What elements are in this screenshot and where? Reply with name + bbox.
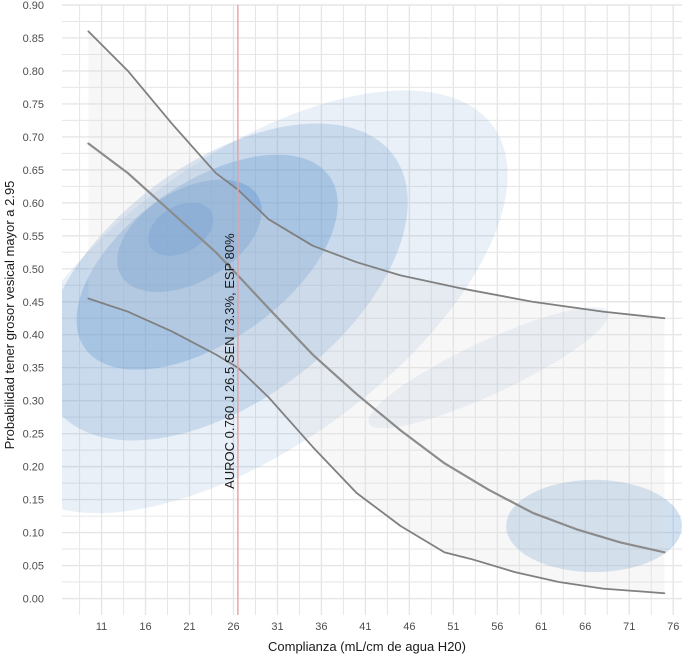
series-line-fitted	[87, 142, 666, 554]
x-tick-label: 31	[271, 621, 283, 633]
x-tick-label: 16	[139, 621, 151, 633]
y-axis-title: Probabilidad tener grosor vesical mayor …	[2, 181, 17, 450]
density-contour	[148, 202, 214, 256]
y-tick-label: 0.10	[23, 528, 44, 540]
y-tick-label: 0.20	[23, 462, 44, 474]
x-tick-label: 71	[623, 621, 635, 633]
density-contour	[62, 90, 508, 514]
density-contours	[62, 90, 682, 573]
series-line-lower-ci	[87, 297, 666, 595]
x-tick-label: 46	[403, 621, 415, 633]
y-axis-ticks: 0.00 0.05 0.10 0.15 0.20 0.25 0.30 0.35 0.40 0.45…	[23, 0, 44, 606]
x-tick-label: 51	[447, 621, 459, 633]
y-tick-label: 0.60	[23, 198, 44, 210]
series-lines	[87, 30, 666, 595]
y-tick-label: 0.15	[23, 495, 44, 507]
y-tick-label: 0.30	[23, 396, 44, 408]
y-tick-label: 0.70	[23, 132, 44, 144]
y-tick-label: 0.35	[23, 363, 44, 375]
x-tick-label: 41	[359, 621, 371, 633]
y-tick-label: 0.65	[23, 165, 44, 177]
y-tick-label: 0.00	[23, 594, 44, 606]
x-tick-label: 61	[535, 621, 547, 633]
x-tick-label: 36	[315, 621, 327, 633]
y-tick-label: 0.55	[23, 231, 44, 243]
density-contour	[76, 154, 338, 370]
annotation-text: AUROC 0.760 J 26.5 SEN 73.3%, ESP 80%	[222, 233, 237, 489]
x-axis-ticks: 11 16 21 26 31 36 41 46 51 56 61 66 71 76	[96, 621, 679, 633]
x-tick-label: 21	[183, 621, 195, 633]
y-tick-label: 0.25	[23, 429, 44, 441]
density-contour	[62, 123, 408, 441]
y-tick-label: 0.75	[23, 99, 44, 111]
x-axis-title: Complianza (mL/cm de agua H20)	[268, 639, 466, 654]
x-tick-label: 26	[227, 621, 239, 633]
y-tick-label: 0.05	[23, 561, 44, 573]
density-contour	[368, 307, 609, 429]
y-tick-label: 0.85	[23, 33, 44, 45]
x-tick-label: 11	[96, 621, 107, 633]
y-tick-label: 0.80	[23, 66, 44, 78]
confidence-ribbon	[88, 31, 665, 594]
x-tick-label: 56	[491, 621, 503, 633]
density-contour	[506, 479, 682, 573]
y-tick-label: 0.40	[23, 330, 44, 342]
x-tick-label: 66	[579, 621, 591, 633]
confidence-band	[88, 31, 665, 594]
y-tick-label: 0.50	[23, 264, 44, 276]
annotations: AUROC 0.760 J 26.5 SEN 73.3%, ESP 80%	[222, 233, 237, 489]
x-tick-label: 76	[667, 621, 679, 633]
y-tick-label: 0.45	[23, 297, 44, 309]
y-tick-label: 0.90	[23, 0, 44, 12]
series-line-upper-ci	[87, 30, 666, 320]
